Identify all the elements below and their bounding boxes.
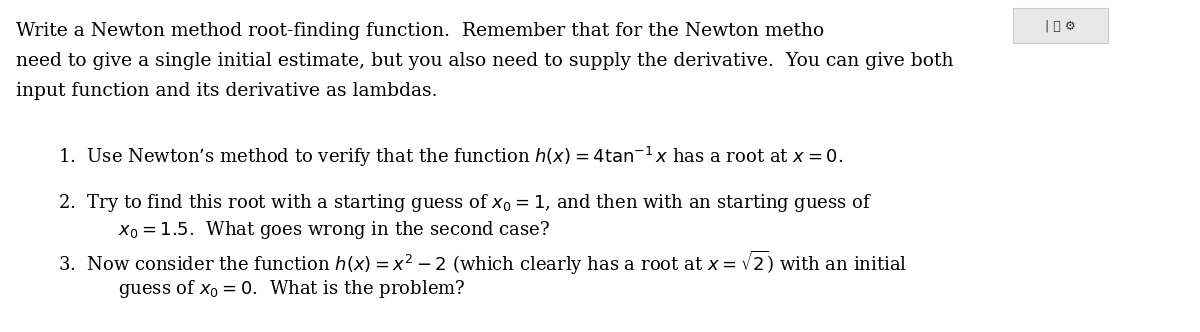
Text: 3.  Now consider the function $h(x) = x^2 - 2$ (which clearly has a root at $x =: 3. Now consider the function $h(x) = x^2…	[58, 249, 907, 277]
Text: input function and its derivative as lambdas.: input function and its derivative as lam…	[16, 82, 438, 100]
Text: 2.  Try to find this root with a starting guess of $x_0 = 1$, and then with an s: 2. Try to find this root with a starting…	[58, 192, 872, 214]
Text: nly: nly	[1070, 22, 1099, 40]
Text: guess of $x_0 = 0$.  What is the problem?: guess of $x_0 = 0$. What is the problem?	[118, 278, 466, 300]
Bar	[1013, 8, 1108, 43]
Text: Write a Newton method root-finding function.  Remember that for the Newton metho: Write a Newton method root-finding funct…	[16, 22, 824, 40]
Text: need to give a single initial estimate, but you also need to supply the derivati: need to give a single initial estimate, …	[16, 52, 954, 70]
Text: | 中 ⚙: | 中 ⚙	[1045, 19, 1076, 32]
Text: $x_0 = 1.5$.  What goes wrong in the second case?: $x_0 = 1.5$. What goes wrong in the seco…	[118, 219, 550, 241]
Text: 1.  Use Newton’s method to verify that the function $h(x) = 4\tan^{-1} x$ has a : 1. Use Newton’s method to verify that th…	[58, 145, 842, 169]
